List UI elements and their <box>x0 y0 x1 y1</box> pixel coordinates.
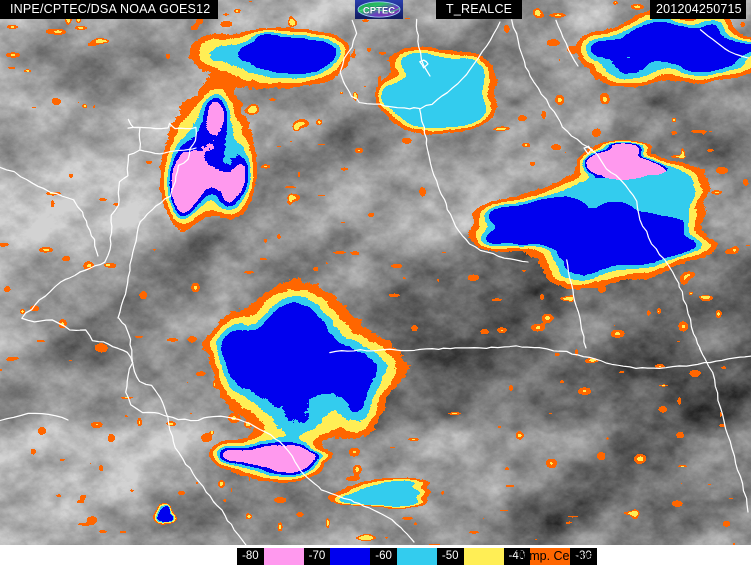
legend-swatch-blue <box>330 548 371 565</box>
legend-swatch-yellow <box>463 548 504 565</box>
temperature-legend: -80 -70 -60 -50 -40 -30 Temp. Celsius <box>0 545 751 568</box>
satellite-image-panel <box>0 0 751 545</box>
legend-label-70: -70 <box>303 548 331 565</box>
legend-label-50: -50 <box>436 548 464 565</box>
satellite-image-canvas <box>0 0 751 545</box>
svg-text:CPTEC: CPTEC <box>363 5 395 16</box>
legend-label-80: -80 <box>237 548 264 565</box>
cptec-logo-graphic: CPTEC <box>355 0 403 19</box>
legend-label-40: -40 <box>503 548 531 565</box>
cptec-logo-icon: CPTEC <box>355 0 403 19</box>
legend-swatch-magenta <box>263 548 304 565</box>
legend-label-60: -60 <box>370 548 397 565</box>
legend-swatch-cyan <box>396 548 437 565</box>
legend-caption: Temp. Celsius <box>516 549 595 563</box>
legend-color-bar: -80 -70 -60 -50 -40 -30 <box>237 548 597 565</box>
legend-swatch-orange <box>530 548 571 565</box>
legend-label-30: -30 <box>570 548 597 565</box>
